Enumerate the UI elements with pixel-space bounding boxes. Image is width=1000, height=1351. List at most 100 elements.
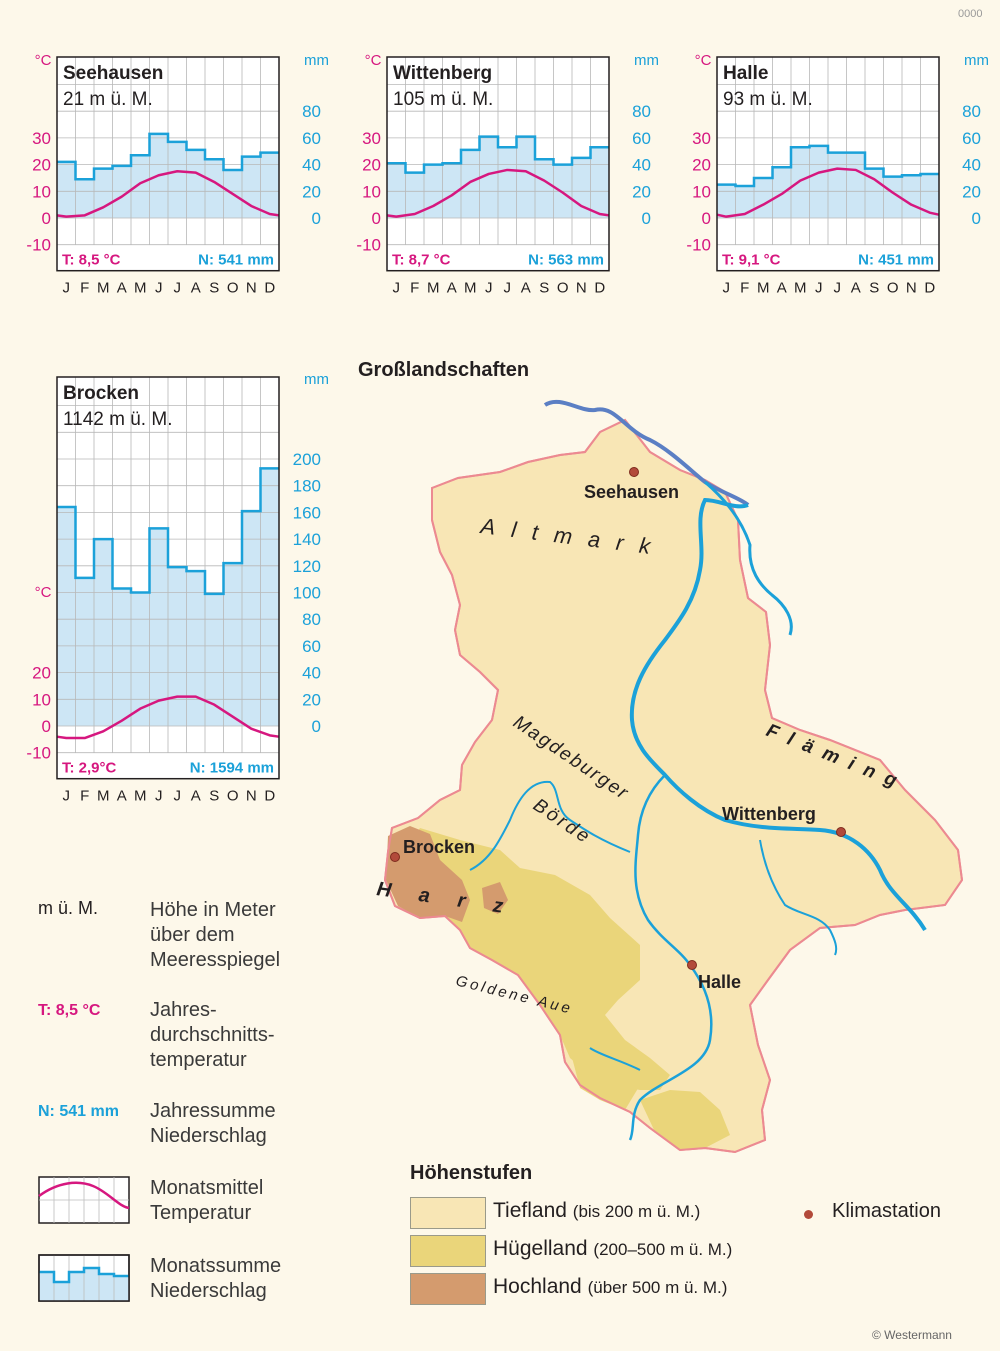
month-label: A — [851, 280, 861, 297]
swatch-tiefland — [410, 1197, 486, 1229]
hill-area — [405, 828, 670, 1090]
climate-chart-seehausen: Seehausen 21 m ü. M. T: 8,5 °C N: 541 mm °C m… — [26, 52, 329, 297]
month-label: J — [63, 280, 71, 297]
station-brocken-marker — [390, 852, 400, 862]
month-label: O — [227, 788, 239, 805]
month-label: J — [155, 280, 163, 297]
temp-unit: °C — [35, 584, 52, 601]
precip-tick-label: 40 — [302, 664, 321, 683]
month-label: J — [834, 280, 842, 297]
unstrut-river — [589, 1047, 641, 1071]
precip-tick-label: 0 — [312, 209, 321, 228]
month-label: N — [576, 280, 587, 297]
precip-tick-label: 80 — [302, 102, 321, 121]
month-label: A — [191, 280, 201, 297]
month-label: O — [887, 280, 899, 297]
station-wittenberg-marker — [836, 827, 846, 837]
precipitation-bars-symbol — [38, 1254, 130, 1302]
month-label: F — [80, 280, 89, 297]
temp-tick-label: 30 — [32, 129, 51, 148]
precip-tick-label: 0 — [312, 717, 321, 736]
month-label: D — [594, 280, 605, 297]
station-name: Wittenberg — [393, 63, 492, 84]
temp-unit: °C — [365, 52, 382, 69]
month-label: A — [117, 280, 127, 297]
annual-temperature: T: 9,1 °C — [722, 252, 781, 269]
month-label: O — [227, 280, 239, 297]
temp-tick-label: 10 — [32, 182, 51, 201]
precip-tick-label: 160 — [293, 503, 321, 522]
month-label: D — [924, 280, 935, 297]
hoehenstufen-title: Höhenstufen — [410, 1162, 533, 1184]
hill-area-south-2 — [640, 1090, 730, 1150]
precip-tick-label: 60 — [962, 129, 981, 148]
month-label: A — [191, 788, 201, 805]
precip-tick-label: 20 — [632, 182, 651, 201]
precip-tick-label: 40 — [962, 156, 981, 175]
temp-tick-label: 0 — [702, 209, 711, 228]
copyright: © Westermann — [872, 1328, 952, 1342]
station-name: Brocken — [63, 383, 139, 404]
month-label: M — [794, 280, 807, 297]
elbe-river-lower — [543, 399, 750, 507]
annual-temperature: T: 8,5 °C — [62, 252, 121, 269]
month-label: M — [427, 280, 440, 297]
map-sachsen-anhalt: Altmark Magdeburger Börde Fläming Harz G… — [375, 399, 964, 1154]
month-label: S — [539, 280, 549, 297]
station-name: Halle — [723, 63, 768, 84]
temp-tick-label: 10 — [362, 182, 381, 201]
legend: m ü. M. Höhe in Meter über dem Meeresspi… — [38, 898, 338, 1318]
temp-tick-label: 0 — [42, 209, 51, 228]
highland-area — [386, 826, 470, 922]
temp-tick-label: -10 — [686, 236, 711, 255]
month-label: D — [264, 788, 275, 805]
month-label: N — [906, 280, 917, 297]
precip-tick-label: 180 — [293, 477, 321, 496]
precip-tick-label: 60 — [302, 637, 321, 656]
precip-tick-label: 80 — [962, 102, 981, 121]
climate-chart-halle: Halle 93 m ü. M. T: 9,1 °C N: 451 mm °C mm 30 2… — [686, 52, 989, 297]
precipitation-line — [717, 144, 939, 188]
city-seehausen: Seehausen — [584, 482, 679, 502]
temp-tick-label: 10 — [692, 182, 711, 201]
month-label: S — [869, 280, 879, 297]
legend-desc-precip-bars: Monatssumme Niederschlag — [150, 1255, 282, 1302]
city-brocken: Brocken — [403, 837, 475, 857]
chart-frame — [386, 56, 610, 272]
precipitation-line — [57, 467, 279, 596]
month-label: D — [264, 280, 275, 297]
climate-station-symbol — [804, 1210, 813, 1219]
month-label: M — [464, 280, 477, 297]
label-hochland: Hochland (über 500 m ü. M.) — [493, 1275, 728, 1298]
temperature-line — [716, 167, 940, 218]
month-label: J — [723, 280, 731, 297]
legend-term-temperature: T: 8,5 °C — [38, 1002, 101, 1019]
month-label: A — [117, 788, 127, 805]
chart-frame — [716, 56, 940, 272]
month-label: N — [246, 280, 257, 297]
temp-tick-label: 0 — [372, 209, 381, 228]
temp-tick-label: 0 — [42, 717, 51, 736]
month-label: M — [134, 280, 147, 297]
temperature-line — [56, 170, 280, 218]
precip-tick-label: 200 — [293, 450, 321, 469]
legend-term-elevation: m ü. M. — [38, 898, 99, 918]
month-label: M — [757, 280, 770, 297]
station-name: Seehausen — [63, 63, 163, 84]
month-label: F — [410, 280, 419, 297]
precip-tick-label: 40 — [632, 156, 651, 175]
temp-unit: °C — [695, 52, 712, 69]
legend-desc-temp-curve: Monatsmittel Temperatur — [150, 1177, 264, 1224]
station-elevation: 1142 m ü. M. — [63, 409, 172, 430]
precipitation-line — [57, 132, 279, 181]
map-title: Großlandschaften — [358, 359, 530, 381]
page-code: 0000 — [958, 8, 983, 20]
precip-unit: mm — [634, 52, 659, 69]
temp-tick-label: 20 — [362, 156, 381, 175]
month-label: J — [485, 280, 493, 297]
temp-tick-label: 20 — [32, 664, 51, 683]
annual-precipitation: N: 541 mm — [198, 252, 274, 269]
precip-unit: mm — [304, 52, 329, 69]
station-elevation: 105 m ü. M. — [393, 89, 493, 110]
annual-temperature: T: 2,9°C — [62, 760, 117, 777]
